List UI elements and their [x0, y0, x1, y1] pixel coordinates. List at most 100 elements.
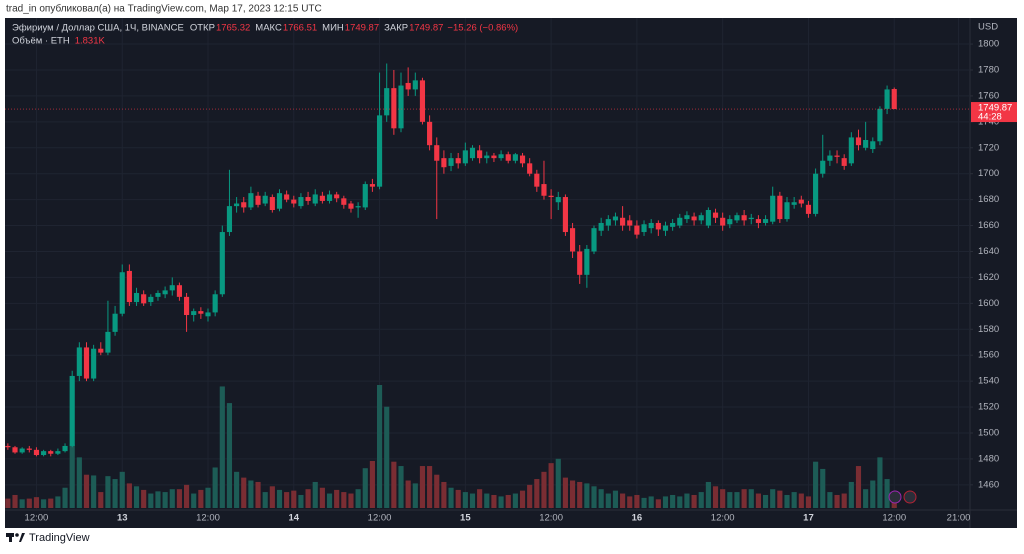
y-tick-label: 1500: [978, 428, 999, 439]
candle-body: [255, 195, 261, 205]
volume-bar: [376, 385, 383, 508]
candle-body: [362, 184, 368, 208]
volume-bar: [648, 496, 654, 508]
volume-bar: [677, 496, 683, 508]
candle-body: [348, 203, 354, 209]
candle-body: [627, 220, 633, 226]
volume-bar: [284, 492, 290, 508]
candle-body: [677, 217, 683, 226]
volume-bar: [770, 489, 776, 508]
y-tick-label: 1620: [978, 272, 999, 283]
candle-body: [698, 215, 704, 221]
volume-bar: [341, 492, 347, 508]
candle-body: [41, 451, 47, 456]
candle-body: [598, 222, 604, 231]
candle-body: [770, 195, 776, 222]
x-tick-label: 15: [460, 513, 471, 524]
candle-body: [219, 232, 225, 295]
candle-body: [205, 312, 211, 317]
candle-body: [19, 448, 25, 453]
volume-bar: [391, 461, 397, 508]
candle-body: [648, 222, 654, 229]
y-tick-label: 1480: [978, 453, 999, 464]
volume-bar: [226, 403, 233, 508]
volume-bar: [169, 489, 175, 508]
volume-bar: [384, 406, 390, 508]
volume-bar: [741, 489, 747, 508]
candle-body: [169, 285, 175, 291]
candle-body: [705, 210, 711, 226]
volume-bar: [326, 493, 333, 508]
volume-bar: [33, 497, 40, 508]
volume-bar: [205, 487, 211, 508]
volume-bar: [591, 486, 597, 508]
volume-bar: [734, 492, 740, 508]
candle-body: [191, 311, 197, 316]
event-icon[interactable]: [888, 490, 902, 504]
candle-body: [105, 331, 111, 353]
volume-bar: [541, 471, 547, 508]
candle-body: [355, 206, 361, 208]
volume-bar: [319, 487, 325, 508]
volume-bar: [720, 489, 726, 508]
volume-bar: [455, 489, 461, 508]
volume-bar: [491, 494, 497, 508]
volume-bar: [305, 489, 311, 508]
event-icon[interactable]: [903, 490, 917, 504]
candle-body: [398, 85, 404, 129]
x-tick-label: 21:00: [947, 513, 971, 524]
volume-bar: [126, 483, 132, 508]
volume-bar: [55, 496, 61, 508]
candle-body: [155, 292, 161, 297]
candle-body: [720, 217, 726, 226]
candle-body: [334, 194, 340, 199]
candle-body: [534, 173, 540, 187]
volume-bar: [148, 493, 154, 508]
candle-body: [48, 451, 54, 454]
volume-bar: [26, 498, 32, 508]
candle-body: [162, 290, 168, 295]
candle-body: [469, 147, 476, 159]
x-tick-label: 12:00: [882, 513, 906, 524]
y-tick-label: 1800: [978, 39, 999, 50]
x-tick-label: 14: [288, 513, 299, 524]
volume-bar: [348, 493, 354, 508]
candle-body: [33, 449, 40, 456]
volume-bar: [870, 480, 876, 508]
y-tick-label: 1460: [978, 479, 999, 490]
volume-bar: [698, 492, 704, 508]
candle-body: [784, 202, 790, 220]
candle-body: [605, 219, 611, 226]
volume-bar: [762, 494, 769, 508]
candle-body: [269, 197, 275, 211]
candle-body: [341, 198, 347, 205]
y-tick-label: 1520: [978, 402, 999, 413]
candle-body: [319, 195, 325, 201]
candle-body: [405, 82, 411, 90]
candle-body: [234, 203, 240, 207]
candle-body: [641, 224, 647, 233]
candle-body: [662, 225, 669, 231]
candle-body: [777, 195, 783, 220]
candle-body: [634, 225, 640, 235]
axes: 1460 1480 1500 1520 1540 1560 1580 1600 1620 1640…: [25, 39, 1017, 524]
volume-bar: [655, 499, 661, 508]
legend-item: ЗАКР: [384, 23, 408, 34]
candle-body: [198, 311, 204, 314]
volume-bar: [141, 489, 147, 508]
candle-body: [119, 272, 125, 314]
last-price-label: 1749.87: [978, 103, 1012, 114]
candle-body: [691, 216, 697, 221]
volume-bar: [627, 496, 633, 508]
candle-body: [591, 228, 597, 252]
volume-bar: [877, 457, 883, 508]
candle-body: [183, 296, 190, 316]
candle-body: [369, 184, 375, 187]
candle-body: [462, 150, 468, 164]
last-price-box: [971, 102, 1017, 123]
x-tick-label: 12:00: [25, 513, 49, 524]
legend: Эфириум / Доллар США, 1Ч, BINANCE ОТКР 176…: [12, 23, 518, 47]
legend-item: ОТКР: [190, 23, 215, 34]
candle-body: [62, 445, 68, 452]
